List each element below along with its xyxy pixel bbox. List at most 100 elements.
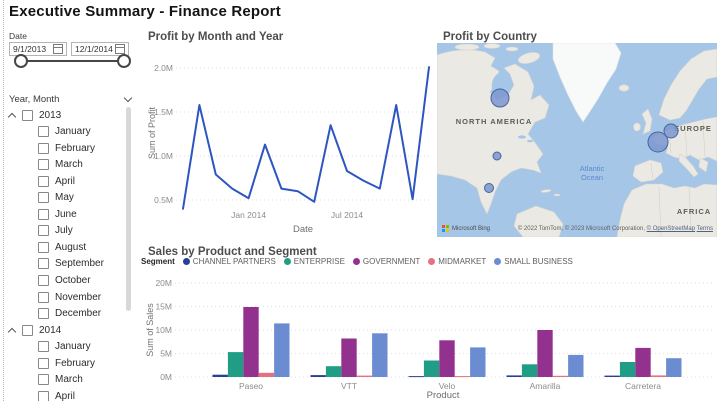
- svg-text:Jul 2014: Jul 2014: [331, 210, 363, 220]
- terms-link[interactable]: Terms: [696, 226, 713, 232]
- tree-scrollbar[interactable]: [126, 107, 131, 311]
- tree-row-month[interactable]: April: [9, 388, 75, 401]
- tree-row-month[interactable]: October: [9, 273, 91, 289]
- date-range-slider-track[interactable]: [21, 60, 124, 62]
- map-bubble-france[interactable]: [647, 131, 669, 153]
- bar-vtt-midmarket[interactable]: [356, 375, 373, 377]
- bar-vtt-government[interactable]: [341, 338, 357, 378]
- bar-velo-channel-partners[interactable]: [408, 376, 424, 378]
- bar-amarilla-small-business[interactable]: [568, 354, 584, 377]
- bar-paseo-enterprise[interactable]: [227, 352, 244, 377]
- end-date-input[interactable]: 12/1/2014: [71, 42, 129, 56]
- checkbox[interactable]: [38, 374, 49, 386]
- tree-row-year[interactable]: 2013: [7, 107, 62, 123]
- bar-velo-small-business[interactable]: [470, 347, 486, 377]
- tree-row-label: 2013: [39, 109, 62, 121]
- bar-amarilla-midmarket[interactable]: [552, 375, 569, 377]
- bar-carretera-midmarket[interactable]: [650, 375, 667, 377]
- bar-amarilla-government[interactable]: [537, 330, 553, 377]
- checkbox[interactable]: [38, 291, 49, 303]
- year-month-filter-header[interactable]: Year, Month: [9, 93, 133, 105]
- checkbox[interactable]: [22, 324, 33, 336]
- map-title: Profit by Country: [443, 31, 537, 43]
- expand-caret-icon[interactable]: [7, 326, 22, 336]
- svg-text:1.5M: 1.5M: [154, 107, 173, 117]
- expand-caret-icon[interactable]: [7, 111, 22, 121]
- tree-row-month[interactable]: May: [9, 190, 74, 206]
- checkbox[interactable]: [22, 109, 33, 121]
- checkbox[interactable]: [38, 275, 49, 286]
- bar-paseo-government[interactable]: [243, 307, 259, 377]
- map-bubble-united-states[interactable]: [492, 151, 502, 161]
- map-bubble-canada[interactable]: [490, 88, 510, 108]
- legend-item-small-business[interactable]: SMALL BUSINESS: [494, 257, 573, 266]
- openstreetmap-link[interactable]: © OpenStreetMap: [646, 226, 696, 232]
- tree-row-month[interactable]: August: [9, 239, 86, 255]
- legend-item-government[interactable]: GOVERNMENT: [352, 257, 420, 266]
- page-title: Executive Summary - Finance Report: [9, 3, 281, 20]
- checkbox[interactable]: [38, 357, 49, 369]
- bar-carretera-enterprise[interactable]: [619, 362, 636, 377]
- bar-paseo-small-business[interactable]: [274, 323, 290, 377]
- bar-paseo-channel-partners[interactable]: [212, 374, 228, 377]
- year-month-tree: 2013 January February March April May June July…: [0, 0, 140, 401]
- bar-amarilla-enterprise[interactable]: [521, 364, 538, 377]
- map-bubble-mexico[interactable]: [484, 183, 494, 193]
- profit-line-series[interactable]: [182, 66, 430, 210]
- date-slicer-label: Date: [9, 31, 27, 41]
- bar-velo-government[interactable]: [439, 340, 455, 377]
- bar-vtt-small-business[interactable]: [372, 333, 388, 377]
- checkbox[interactable]: [38, 142, 49, 154]
- checkbox[interactable]: [38, 225, 49, 237]
- tree-row-month[interactable]: January: [9, 339, 91, 355]
- checkbox[interactable]: [38, 208, 49, 220]
- tree-row-month[interactable]: January: [9, 124, 91, 140]
- profit-line-chart: Profit by Month and Year Sum of Profit D…: [140, 28, 432, 237]
- tree-row-month[interactable]: February: [9, 140, 95, 156]
- bar-velo-midmarket[interactable]: [454, 376, 471, 378]
- date-range-slider-handle-end[interactable]: [117, 54, 131, 68]
- bar-velo-enterprise[interactable]: [423, 360, 440, 378]
- tree-row-month[interactable]: February: [9, 355, 95, 371]
- legend-label: MIDMARKET: [438, 257, 487, 266]
- bar-vtt-channel-partners[interactable]: [310, 375, 326, 377]
- checkbox[interactable]: [38, 241, 49, 253]
- map-bubble-germany[interactable]: [663, 123, 679, 139]
- date-range-slider-handle-start[interactable]: [14, 54, 28, 68]
- world-map[interactable]: NORTH AMERICA EUROPE AFRICA Atlantic Oce…: [436, 42, 717, 238]
- calendar-icon[interactable]: [115, 44, 125, 54]
- calendar-icon[interactable]: [53, 44, 63, 54]
- line-chart-plot: 0.5M 1.0M 1.5M 2.0M Jan 2014 Jul 2014: [154, 63, 430, 220]
- checkbox[interactable]: [38, 308, 49, 320]
- bar-carretera-small-business[interactable]: [666, 358, 682, 377]
- checkbox[interactable]: [38, 192, 49, 204]
- bar-amarilla-channel-partners[interactable]: [506, 375, 522, 377]
- legend-item-enterprise[interactable]: ENTERPRISE: [283, 257, 345, 266]
- checkbox[interactable]: [38, 159, 49, 171]
- legend-item-channel-partners[interactable]: CHANNEL PARTNERS: [182, 257, 276, 266]
- start-date-value[interactable]: 9/1/2013: [13, 44, 47, 54]
- tree-row-month[interactable]: September: [9, 256, 104, 272]
- tree-row-month[interactable]: March: [9, 372, 83, 388]
- checkbox[interactable]: [38, 175, 49, 187]
- end-date-value[interactable]: 12/1/2014: [75, 44, 113, 54]
- bar-carretera-government[interactable]: [635, 347, 651, 377]
- bing-logo[interactable]: Microsoft Bing: [442, 225, 490, 232]
- tree-row-month[interactable]: March: [9, 157, 83, 173]
- bar-carretera-channel-partners[interactable]: [604, 375, 620, 377]
- bar-paseo-midmarket[interactable]: [258, 372, 275, 377]
- legend-label: SMALL BUSINESS: [504, 257, 573, 266]
- tree-row-year[interactable]: 2014: [7, 322, 61, 338]
- checkbox[interactable]: [38, 341, 49, 353]
- tree-row-month[interactable]: December: [9, 306, 101, 322]
- tree-row-month[interactable]: April: [9, 173, 75, 189]
- start-date-input[interactable]: 9/1/2013: [9, 42, 67, 56]
- tree-row-month[interactable]: July: [9, 223, 73, 239]
- checkbox[interactable]: [38, 258, 49, 270]
- legend-item-midmarket[interactable]: MIDMARKET: [428, 257, 486, 266]
- tree-row-month[interactable]: June: [9, 206, 77, 222]
- checkbox[interactable]: [38, 126, 49, 138]
- bar-vtt-enterprise[interactable]: [325, 366, 342, 377]
- tree-row-month[interactable]: November: [9, 289, 101, 305]
- checkbox[interactable]: [38, 390, 49, 401]
